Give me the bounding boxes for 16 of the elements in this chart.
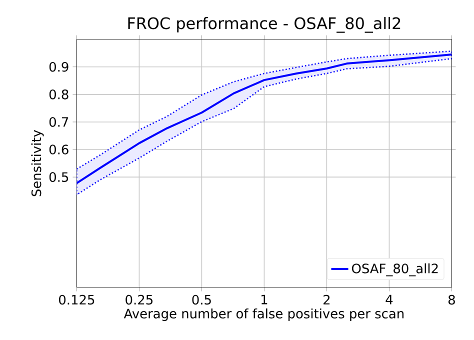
x-tick-label: 0.25 xyxy=(126,294,152,305)
x-tick-label: 0.5 xyxy=(192,294,211,305)
y-tick-label: 0.7 xyxy=(49,117,68,127)
x-tick-label: 2 xyxy=(324,294,330,304)
legend-label: OSAF_80_all2 xyxy=(352,263,438,276)
y-tick-label: 0.9 xyxy=(49,62,68,72)
chart-title: FROC performance - OSAF_80_all2 xyxy=(128,16,400,33)
x-tick-label: 4 xyxy=(386,294,393,304)
x-axis-title: Average number of false positives per scan xyxy=(124,308,404,321)
y-tick-label: 0.8 xyxy=(49,90,68,100)
y-tick-label: 0.5 xyxy=(49,172,68,182)
x-tick-label: 8 xyxy=(448,294,455,305)
x-tick-label: 1 xyxy=(262,294,268,304)
x-tick-label: 0.125 xyxy=(59,294,94,305)
y-axis-title: Sensitivity xyxy=(31,130,44,196)
y-tick-label: 0.6 xyxy=(49,144,68,154)
